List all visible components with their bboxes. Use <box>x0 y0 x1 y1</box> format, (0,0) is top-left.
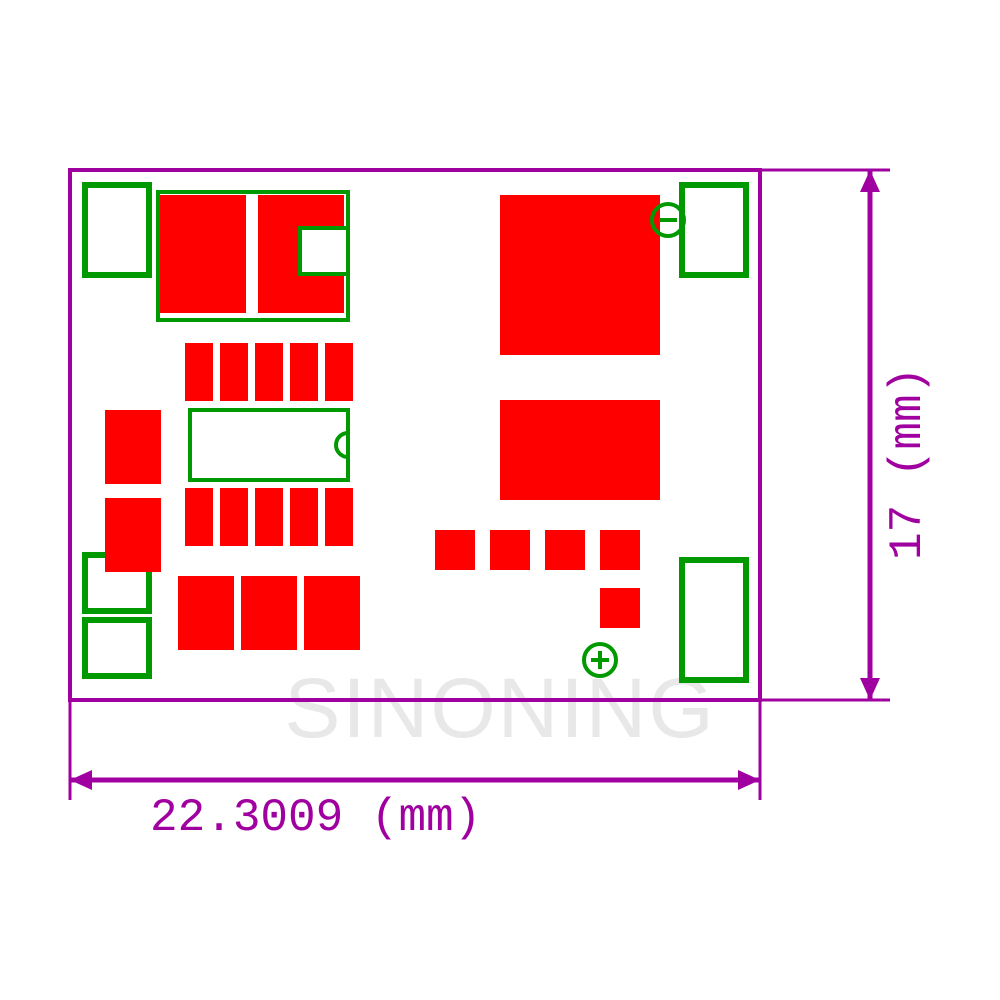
red-pad <box>500 400 660 500</box>
red-pad <box>325 488 353 546</box>
red-pad <box>185 343 213 401</box>
red-pad <box>185 488 213 546</box>
red-pad <box>325 343 353 401</box>
red-pad <box>241 576 297 650</box>
pcb-diagram: 22.3009 (mm) 17 (mm) <box>0 0 1000 1000</box>
dimension-h-label: 22.3009 (mm) <box>150 792 481 844</box>
red-pad <box>160 195 246 313</box>
red-pad <box>255 488 283 546</box>
green-pad <box>85 185 149 275</box>
red-pad <box>105 410 161 484</box>
green-pad <box>682 560 746 680</box>
red-pad <box>178 576 234 650</box>
green-pad <box>85 620 149 676</box>
red-pad <box>545 530 585 570</box>
red-pad <box>220 488 248 546</box>
dimension-horizontal <box>70 770 760 790</box>
red-pad <box>105 498 161 572</box>
red-pad <box>220 343 248 401</box>
red-pad <box>500 195 660 355</box>
dimension-v-label: 17 (mm) <box>882 367 934 560</box>
red-pad <box>290 488 318 546</box>
red-pad <box>290 343 318 401</box>
dimension-vertical <box>860 170 880 700</box>
red-pad <box>490 530 530 570</box>
red-pad <box>600 588 640 628</box>
red-pad <box>600 530 640 570</box>
red-pad <box>255 343 283 401</box>
green-pad <box>682 185 746 275</box>
red-pad <box>304 576 360 650</box>
red-pad <box>435 530 475 570</box>
